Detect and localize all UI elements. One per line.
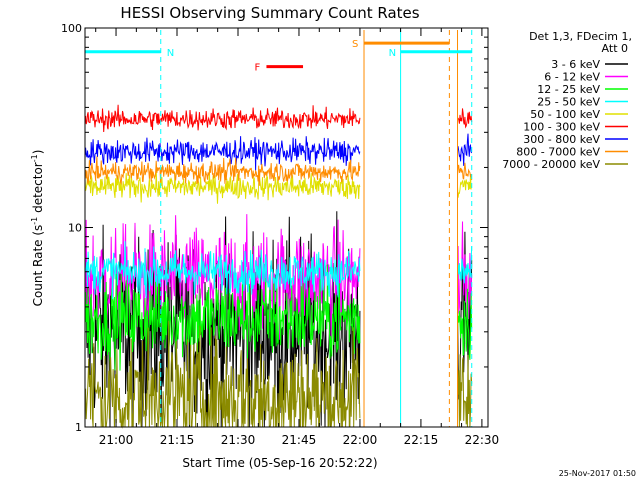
flag-label-0: N <box>167 48 174 59</box>
series-5 <box>84 104 473 133</box>
y-tick-label-1: 10 <box>68 222 82 235</box>
series-5-segment-1 <box>457 108 473 129</box>
legend-entry-label-7: 800 - 7000 keV <box>516 146 600 159</box>
series-3-segment-0 <box>84 241 361 300</box>
series-6-segment-1 <box>457 133 473 166</box>
x-tick-label-2: 21:30 <box>221 433 256 447</box>
legend-header-line-2: Att 0 <box>602 42 628 55</box>
legend-entry-label-8: 7000 - 20000 keV <box>502 158 600 171</box>
x-tick-label-3: 21:45 <box>282 433 317 447</box>
legend-entry-label-6: 300 - 800 keV <box>523 133 600 146</box>
series-1 <box>84 214 473 341</box>
legend-entry-label-5: 100 - 300 keV <box>523 121 600 134</box>
series-2 <box>84 264 473 371</box>
flag-label-2: F <box>254 63 260 74</box>
series-6 <box>84 133 473 171</box>
x-tick-label-5: 22:15 <box>404 433 439 447</box>
series-6-segment-0 <box>84 136 361 171</box>
y-tick-label-0: 1 <box>75 421 82 434</box>
x-axis-label: Start Time (05-Sep-16 20:52:22) <box>182 456 377 470</box>
y-axis-label: Count Rate (s-1 detector-1) <box>30 150 45 307</box>
series-3-segment-1 <box>457 246 473 284</box>
series-8-segment-1 <box>457 354 473 428</box>
legend-header-line-1: Det 1,3, FDecim 1, <box>529 30 632 43</box>
flag-label-3: S <box>352 39 358 50</box>
flag-label-1: N <box>389 48 396 59</box>
tick-layer: 1 10 100 21:00 21:15 21:30 21:45 22:00 22:15 22:3… <box>61 22 499 447</box>
chart-title: HESSI Observing Summary Count Rates <box>120 4 419 22</box>
footer-timestamp: 25-Nov-2017 01:50 <box>559 469 636 478</box>
x-tick-label-0: 21:00 <box>99 433 134 447</box>
series-7-segment-1 <box>457 162 473 181</box>
series-1-segment-0 <box>84 214 361 341</box>
series-4 <box>84 169 472 204</box>
legend-entry-label-3: 25 - 50 keV <box>537 96 600 109</box>
series-2-segment-1 <box>457 288 473 360</box>
series-layer <box>84 104 473 429</box>
y-tick-label-2: 100 <box>61 22 82 35</box>
x-tick-label-1: 21:15 <box>160 433 195 447</box>
x-tick-label-6: 22:30 <box>465 433 500 447</box>
series-7-segment-0 <box>84 156 361 186</box>
legend-entry-label-1: 6 - 12 keV <box>544 71 600 84</box>
series-3 <box>84 241 473 300</box>
series-1-segment-1 <box>457 221 473 320</box>
legend-entry-label-0: 3 - 6 keV <box>551 58 600 71</box>
legend-entry-label-4: 50 - 100 keV <box>530 108 600 121</box>
flag-layer: N N F S <box>85 30 473 427</box>
series-5-segment-0 <box>84 104 361 133</box>
series-2-segment-0 <box>84 264 361 371</box>
legend-entry-label-2: 12 - 25 keV <box>537 83 600 96</box>
series-4-segment-1 <box>457 174 472 198</box>
series-4-segment-0 <box>84 169 361 204</box>
series-7 <box>84 156 473 186</box>
x-tick-label-4: 22:00 <box>343 433 378 447</box>
